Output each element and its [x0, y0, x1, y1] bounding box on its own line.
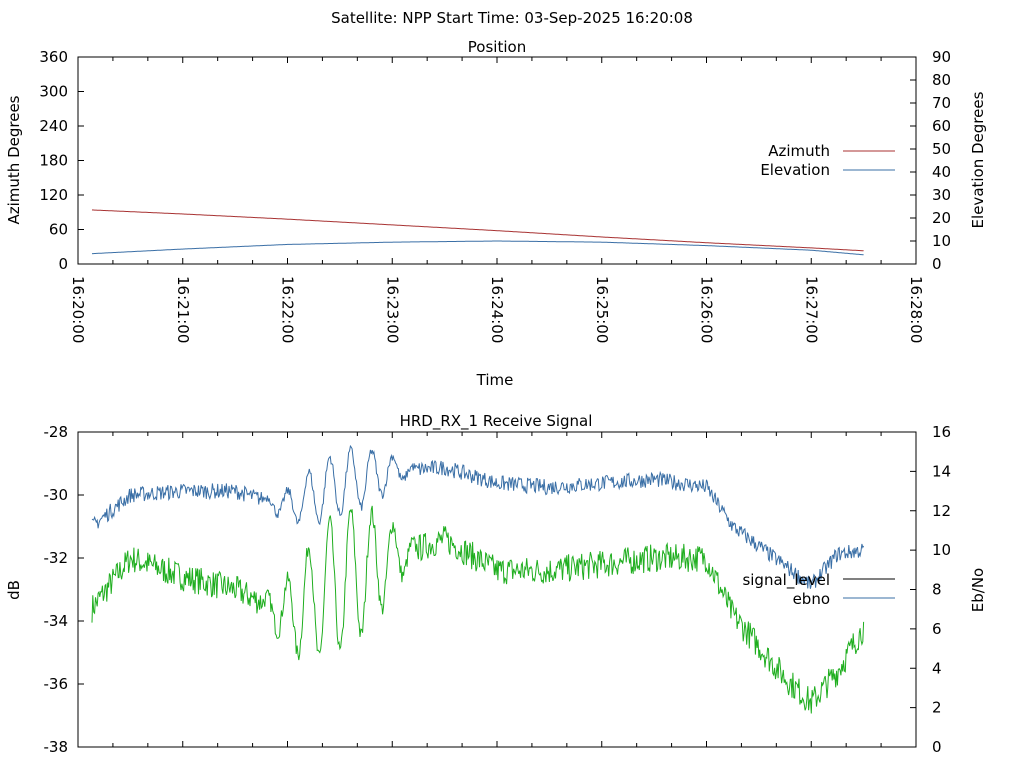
y-tick-label: 180: [39, 152, 68, 170]
y2-tick-label: 10: [932, 232, 951, 250]
y2-tick-label: 60: [932, 117, 951, 135]
x-tick-label: 16:25:00: [593, 276, 611, 343]
x-tick-label: 16:21:00: [174, 276, 192, 343]
y2-tick-label: 10: [932, 541, 951, 559]
x-tick-label: 16:24:00: [488, 276, 506, 343]
position-y-ticks: 0 60 120 180 240 300 360: [39, 48, 84, 273]
y-tick-label: -32: [44, 549, 69, 567]
y-tick-label: 360: [39, 48, 68, 66]
y2-tick-label: 30: [932, 186, 951, 204]
x-tick-label: 16:20:00: [69, 276, 87, 343]
position-series: [91, 209, 864, 256]
y-tick-label: -28: [44, 423, 69, 441]
x-tick-label: 16:27:00: [802, 276, 820, 343]
header-title: Satellite: NPP Start Time: 03-Sep-2025 1…: [331, 9, 693, 27]
y2-tick-label: 0: [932, 738, 942, 756]
receive-series: [91, 444, 865, 714]
y2-tick-label: 0: [932, 255, 942, 273]
position-y-axis-label: Azimuth Degrees: [5, 95, 23, 224]
legend-elevation-label: Elevation: [760, 161, 830, 179]
receive-y2-ticks: 0 2 4 6 8 10 12 14 16: [910, 423, 951, 756]
y-tick-label: -38: [44, 738, 69, 756]
position-x-axis-label: Time: [476, 371, 514, 389]
y2-tick-label: 50: [932, 140, 951, 158]
receive-y-axis-label: dB: [5, 580, 23, 600]
y2-tick-label: 2: [932, 699, 942, 717]
y2-tick-label: 4: [932, 659, 942, 677]
elevation-line: [91, 240, 864, 256]
y2-tick-label: 8: [932, 581, 942, 599]
y2-tick-label: 12: [932, 502, 951, 520]
legend-ebno-label: ebno: [793, 590, 830, 608]
ebno-line: [91, 444, 865, 589]
position-x-ticks: 16:20:00 16:21:00 16:22:00 16:23:00 16:24:00…: [69, 57, 925, 343]
receive-legend: signal_level ebno: [742, 571, 895, 608]
signal-level-line: [91, 505, 865, 714]
position-chart: Position 0 60 120 180 240 300 360 0 10 20 30 40 50 6…: [5, 38, 987, 389]
y-tick-label: 120: [39, 186, 68, 204]
y2-tick-label: 16: [932, 423, 951, 441]
y-tick-label: -30: [44, 486, 69, 504]
receive-x-ticks: [77, 432, 917, 747]
position-y2-ticks: 0 10 20 30 40 50 60 70 80 90: [910, 48, 951, 273]
y-tick-label: 240: [39, 117, 68, 135]
x-tick-label: 16:23:00: [383, 276, 401, 343]
x-tick-label: 16:26:00: [698, 276, 716, 343]
position-title: Position: [468, 38, 526, 56]
receive-title: HRD_RX_1 Receive Signal: [400, 412, 593, 431]
y2-tick-label: 20: [932, 209, 951, 227]
position-legend: Azimuth Elevation: [760, 142, 895, 179]
y-tick-label: 60: [49, 221, 68, 239]
y2-tick-label: 80: [932, 71, 951, 89]
legend-signal-level-label: signal_level: [742, 571, 830, 590]
x-tick-label: 16:22:00: [279, 276, 297, 343]
y2-tick-label: 70: [932, 94, 951, 112]
receive-y2-axis-label: Eb/No: [969, 568, 987, 612]
y2-tick-label: 14: [932, 462, 951, 480]
x-tick-label: 16:28:00: [907, 276, 925, 343]
y-tick-label: 300: [39, 83, 68, 101]
receive-chart: HRD_RX_1 Receive Signal -38-36-34-32-30-…: [5, 412, 987, 756]
legend-azimuth-label: Azimuth: [768, 142, 830, 160]
position-y2-axis-label: Elevation Degrees: [969, 91, 987, 228]
azimuth-line: [91, 209, 864, 252]
y2-tick-label: 40: [932, 163, 951, 181]
y2-tick-label: 6: [932, 620, 942, 638]
y2-tick-label: 90: [932, 48, 951, 66]
y-tick-label: -36: [44, 675, 69, 693]
receive-y-ticks: -38 -36 -34 -32 -30 -28: [44, 423, 84, 756]
y-tick-label: 0: [58, 255, 68, 273]
y-tick-label: -34: [44, 612, 69, 630]
